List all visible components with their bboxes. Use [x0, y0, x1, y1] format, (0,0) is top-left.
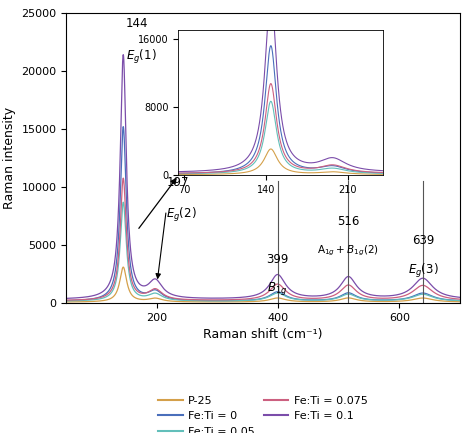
Text: 197: 197	[166, 176, 189, 189]
Text: $E_g$(2): $E_g$(2)	[166, 206, 197, 223]
Text: $E_g$(3): $E_g$(3)	[408, 262, 438, 281]
Text: 144: 144	[126, 17, 148, 30]
Text: 639: 639	[412, 234, 434, 247]
Y-axis label: Raman intensity: Raman intensity	[3, 107, 16, 209]
Text: 399: 399	[266, 253, 289, 266]
Text: $B_{1g}$: $B_{1g}$	[267, 280, 288, 297]
X-axis label: Raman shift (cm⁻¹): Raman shift (cm⁻¹)	[203, 328, 323, 341]
Text: $E_g$(1): $E_g$(1)	[126, 48, 156, 66]
Text: $\mathrm{A}_{1g}+B_{1g}$(2): $\mathrm{A}_{1g}+B_{1g}$(2)	[318, 244, 379, 259]
Text: 516: 516	[337, 215, 360, 228]
Legend: P-25, Fe:Ti = 0, Fe:Ti = 0.05, Fe:Ti = 0.075, Fe:Ti = 0.1: P-25, Fe:Ti = 0, Fe:Ti = 0.05, Fe:Ti = 0…	[158, 396, 368, 433]
